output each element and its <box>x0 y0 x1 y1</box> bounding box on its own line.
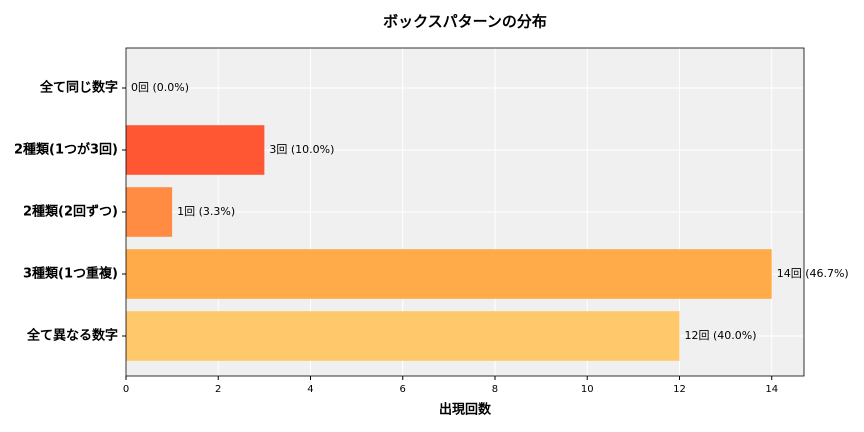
value-label: 3回 (10.0%) <box>269 143 334 156</box>
x-tick-label: 8 <box>492 384 498 395</box>
x-tick-label: 14 <box>765 384 778 395</box>
value-label: 0回 (0.0%) <box>131 81 189 94</box>
bar <box>126 187 173 237</box>
x-tick-label: 6 <box>400 384 406 395</box>
x-axis-label: 出現回数 <box>439 402 492 418</box>
y-tick-label: 全て異なる数字 <box>26 328 118 344</box>
chart-title: ボックスパターンの分布 <box>383 13 547 31</box>
x-tick-label: 4 <box>307 384 313 395</box>
x-tick-label: 2 <box>215 384 221 395</box>
x-tick-label: 10 <box>581 384 594 395</box>
y-tick-label: 2種類(1つが3回) <box>14 142 118 158</box>
y-tick-label: 全て同じ数字 <box>39 80 118 96</box>
bar <box>126 311 680 361</box>
plot-frame <box>125 47 805 377</box>
bar <box>126 125 265 175</box>
y-tick-label: 3種類(1つ重複) <box>23 266 118 282</box>
value-label: 1回 (3.3%) <box>177 205 235 218</box>
y-tick-label: 2種類(2回ずつ) <box>23 204 118 220</box>
x-tick-label: 12 <box>673 384 686 395</box>
x-tick-label: 0 <box>123 384 129 395</box>
bar <box>126 249 772 299</box>
value-label: 12回 (40.0%) <box>684 329 756 342</box>
value-label: 14回 (46.7%) <box>777 267 849 280</box>
